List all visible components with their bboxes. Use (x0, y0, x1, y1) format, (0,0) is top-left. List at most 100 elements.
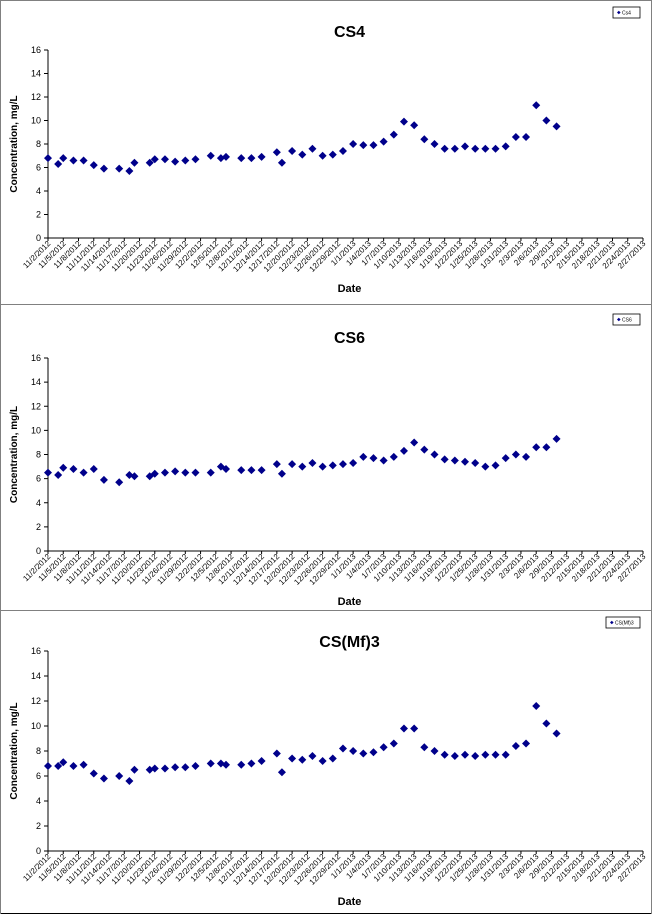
data-point (130, 158, 139, 167)
chart-panel-3: CS(Mf)3 CS(Mf)3 0 2 4 6 8 10 12 14 16 Concentration… (0, 610, 652, 914)
data-point (298, 150, 307, 159)
y-tick-label: 0 (36, 846, 41, 856)
data-point (410, 438, 419, 447)
data-point (171, 157, 180, 166)
data-series (44, 702, 561, 785)
data-point (130, 765, 139, 774)
data-point (542, 116, 551, 125)
data-point (308, 752, 317, 760)
data-point (471, 144, 480, 153)
data-point (542, 443, 551, 452)
data-point (221, 152, 230, 161)
data-point (338, 147, 347, 156)
data-point (389, 130, 398, 139)
data-point (288, 460, 297, 469)
data-point (318, 151, 327, 160)
data-point (206, 468, 215, 477)
data-point (288, 754, 297, 763)
legend: CS6 (612, 313, 641, 326)
data-point (54, 762, 63, 770)
y-tick-label: 0 (36, 233, 41, 243)
data-point (125, 777, 134, 785)
data-point (359, 749, 368, 758)
data-point (461, 457, 470, 466)
data-point (191, 155, 200, 164)
data-point (471, 752, 480, 760)
data-point (338, 460, 347, 469)
data-point (552, 434, 561, 443)
data-point (338, 744, 347, 753)
data-point (430, 450, 439, 459)
data-point (79, 468, 88, 477)
data-point (522, 132, 531, 141)
data-point (59, 758, 68, 767)
y-tick-label: 14 (31, 377, 41, 387)
x-axis-label: Date (338, 896, 362, 908)
data-point (99, 774, 108, 783)
data-point (532, 702, 541, 710)
data-point (491, 144, 500, 153)
data-point (501, 750, 510, 759)
data-point (308, 144, 317, 153)
data-point (206, 759, 215, 768)
data-point (54, 159, 63, 168)
data-point (99, 164, 108, 173)
data-series (44, 434, 561, 487)
data-point (532, 443, 541, 452)
data-point (247, 466, 256, 475)
data-point (277, 768, 286, 777)
data-point (369, 141, 378, 150)
data-point (491, 750, 500, 759)
data-point (420, 135, 429, 144)
x-axis-label: Date (338, 596, 362, 608)
legend-box (612, 6, 641, 19)
legend-marker (617, 10, 621, 15)
data-point (221, 760, 230, 769)
data-point (318, 757, 327, 765)
y-tick-label: 12 (31, 92, 41, 102)
data-point (440, 144, 449, 153)
y-tick-label: 10 (31, 425, 41, 435)
data-point (160, 468, 169, 477)
data-point (89, 464, 98, 473)
data-point (440, 750, 449, 759)
data-point (379, 456, 388, 465)
data-point (181, 468, 190, 477)
data-point (59, 154, 68, 163)
data-point (420, 445, 429, 454)
legend: CS(Mf)3 (605, 616, 641, 629)
y-tick-label: 2 (36, 522, 41, 532)
data-point (450, 144, 459, 153)
y-tick-label: 12 (31, 696, 41, 706)
y-tick-label: 0 (36, 546, 41, 556)
data-point (150, 764, 159, 773)
data-point (399, 446, 408, 455)
legend-box (605, 616, 641, 629)
data-point (359, 452, 368, 461)
data-point (420, 743, 429, 752)
data-point (298, 462, 307, 471)
data-point (328, 754, 337, 763)
data-point (191, 468, 200, 477)
y-tick-label: 14 (31, 671, 41, 681)
data-point (481, 144, 490, 153)
y-tick-label: 4 (36, 498, 41, 508)
data-point (89, 161, 98, 170)
data-point (257, 757, 266, 765)
y-tick-label: 14 (31, 69, 41, 79)
y-tick-label: 2 (36, 821, 41, 831)
y-tick-label: 16 (31, 45, 41, 55)
data-point (328, 461, 337, 470)
data-point (247, 154, 256, 163)
y-tick-label: 12 (31, 401, 41, 411)
data-point (247, 759, 256, 768)
data-point (69, 464, 78, 473)
data-point (221, 464, 230, 473)
data-point (237, 154, 246, 163)
y-axis-label: Concentration, mg/L (9, 406, 20, 503)
data-point (69, 156, 78, 165)
